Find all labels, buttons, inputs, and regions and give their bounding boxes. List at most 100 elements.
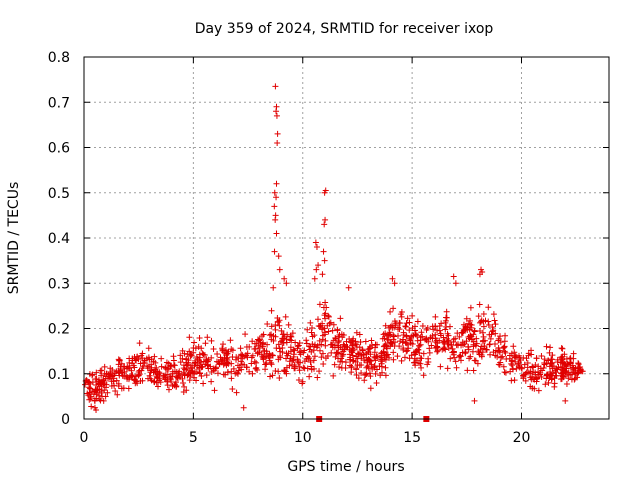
data-point — [548, 375, 555, 382]
data-point — [128, 367, 135, 374]
data-point — [113, 368, 120, 375]
data-point — [396, 343, 403, 350]
data-point — [406, 319, 413, 326]
data-point — [492, 321, 499, 328]
data-point — [289, 357, 296, 364]
data-point — [476, 351, 483, 358]
data-point — [424, 324, 431, 331]
data-point — [509, 362, 516, 369]
data-point — [179, 347, 186, 354]
data-point — [229, 347, 236, 354]
data-point — [321, 312, 328, 319]
data-point — [319, 350, 326, 357]
data-point — [486, 341, 493, 348]
data-point — [271, 248, 278, 255]
data-point — [285, 321, 292, 328]
data-point — [249, 370, 256, 377]
data-point — [203, 372, 210, 379]
data-point — [276, 374, 283, 381]
data-point — [379, 369, 386, 376]
data-point — [345, 284, 352, 291]
data-point — [187, 369, 194, 376]
data-point — [321, 189, 328, 196]
data-point — [167, 363, 174, 370]
data-point — [442, 319, 449, 326]
data-point — [420, 350, 427, 357]
data-point — [151, 353, 158, 360]
data-point — [464, 367, 471, 374]
data-point — [204, 334, 211, 341]
data-point — [309, 325, 315, 332]
data-point — [443, 314, 450, 321]
data-point — [327, 341, 334, 348]
data-point — [480, 323, 487, 330]
data-point — [248, 360, 255, 367]
data-point — [353, 365, 360, 372]
data-point — [198, 373, 205, 380]
data-point — [304, 326, 311, 333]
data-point — [167, 376, 174, 383]
data-point — [369, 365, 376, 372]
data-point — [442, 326, 449, 333]
data-point — [402, 323, 409, 330]
data-point — [485, 321, 492, 328]
data-point — [325, 328, 332, 335]
data-point — [570, 350, 577, 357]
y-tick-label: 0.8 — [48, 50, 70, 66]
data-point — [548, 356, 555, 363]
data-point — [489, 328, 496, 335]
data-point — [490, 349, 497, 356]
data-point — [390, 356, 397, 363]
data-point — [113, 377, 120, 384]
data-point — [445, 337, 452, 344]
data-point — [356, 331, 363, 338]
data-point — [219, 357, 226, 364]
axis-ticks: 0 0.1 0.2 0.3 0.4 0.5 0.6 0.7 0.8 0 5 10 15 20 — [48, 50, 609, 446]
data-point — [518, 364, 525, 371]
data-point — [321, 257, 328, 264]
data-point — [408, 352, 415, 359]
data-point — [199, 363, 206, 370]
data-point — [220, 361, 227, 368]
data-point — [401, 354, 408, 361]
data-point — [547, 344, 554, 351]
data-point — [233, 389, 240, 396]
data-point — [535, 368, 542, 375]
data-point — [333, 350, 340, 357]
data-point — [541, 356, 548, 363]
data-point — [313, 266, 320, 273]
data-point — [559, 345, 566, 352]
data-point — [459, 330, 466, 337]
data-point — [520, 375, 527, 382]
data-point — [194, 356, 201, 363]
data-point — [314, 316, 321, 323]
data-point — [418, 364, 425, 371]
data-point — [340, 331, 347, 338]
data-point — [279, 349, 286, 356]
data-point — [101, 370, 108, 377]
data-point — [387, 332, 394, 339]
data-point — [475, 313, 482, 320]
data-point — [186, 334, 193, 341]
data-point — [255, 349, 262, 356]
data-point — [219, 345, 226, 352]
data-point — [373, 366, 380, 373]
data-point — [403, 333, 410, 340]
data-point — [481, 337, 488, 344]
data-point — [264, 341, 271, 348]
x-tick-label: 0 — [80, 430, 89, 446]
data-point — [407, 340, 414, 347]
data-point — [320, 248, 327, 255]
data-point — [462, 324, 469, 331]
data-point — [321, 325, 328, 332]
data-point — [407, 337, 414, 344]
data-point — [471, 327, 478, 334]
data-point — [300, 364, 307, 371]
data-point — [363, 371, 370, 378]
data-point — [414, 318, 421, 325]
data-point — [202, 340, 209, 347]
data-point — [181, 383, 188, 390]
data-point — [275, 356, 282, 363]
data-point — [559, 356, 566, 363]
